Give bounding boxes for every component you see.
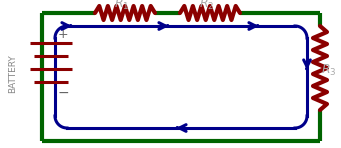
Text: $R_1$: $R_1$: [114, 0, 130, 12]
Text: BATTERY: BATTERY: [9, 55, 17, 93]
Text: $R_3$: $R_3$: [321, 62, 337, 78]
Text: −: −: [57, 86, 69, 100]
Text: $R_2$: $R_2$: [199, 0, 214, 12]
Text: +: +: [58, 28, 68, 41]
